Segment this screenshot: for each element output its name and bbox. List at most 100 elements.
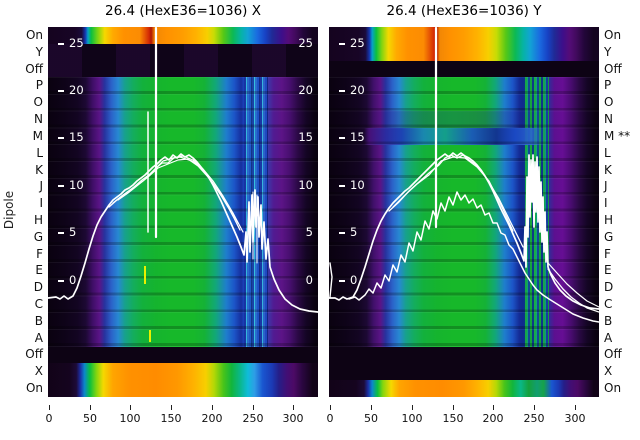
heatmap-hot-pixel (149, 330, 151, 342)
ytick-mark (58, 184, 64, 187)
xtick-mark (330, 405, 331, 410)
heatmap-band-on-bottom (329, 380, 599, 397)
row-label: L (36, 145, 43, 160)
ytick-inner-right: 0 (305, 273, 313, 287)
row-label: G (604, 229, 614, 244)
ytick-inner: 20 (58, 83, 84, 97)
xtick-mark (575, 405, 576, 410)
row-label: A (604, 330, 613, 345)
row-label: E (604, 263, 612, 278)
row-label: B (34, 313, 43, 328)
xtick-mark (171, 405, 172, 410)
heatmap-band-on-top (48, 27, 318, 44)
row-label: J (39, 179, 43, 194)
row-label: I (604, 196, 608, 211)
ytick-inner: 10 (339, 178, 365, 192)
row-label: P (35, 78, 43, 93)
row-label: P (604, 78, 612, 93)
xtick-label: 250 (523, 412, 545, 425)
heatmap-row-banding (48, 77, 318, 347)
heatmap-hot-pixel (144, 266, 146, 284)
row-label: Y (604, 44, 612, 59)
xtick-label: 100 (119, 412, 141, 425)
row-label: G (33, 229, 43, 244)
heatmap-row-n-band (329, 111, 599, 128)
heatmap-band-off-dark (48, 44, 318, 77)
xtick-label: 250 (242, 412, 264, 425)
ytick-inner-right: 5 (305, 225, 313, 239)
panel-y-heatmap: 25 20 15 10 5 0 (329, 27, 599, 397)
xtick-label: 100 (401, 412, 423, 425)
ytick-inner: 0 (58, 273, 76, 287)
xtick-label: 0 (326, 412, 334, 425)
ytick-inner: 0 (339, 273, 357, 287)
heatmap-band-on-y-top (329, 27, 599, 61)
ytick-inner: 25 (339, 36, 365, 50)
dipole-row-labels-left: On Y Off P O N M L K J I H G F E D C B A… (0, 27, 43, 397)
ytick-inner-right: 10 (298, 178, 313, 192)
ytick-inner: 15 (339, 130, 365, 144)
xtick-mark (534, 405, 535, 410)
row-label: J (604, 179, 608, 194)
row-label: Off (604, 61, 622, 76)
ytick-mark (339, 42, 345, 45)
row-label: N (604, 112, 613, 127)
xtick-label: 0 (45, 412, 53, 425)
xtick-mark (253, 405, 254, 410)
ytick-inner-right: 15 (298, 130, 313, 144)
row-label: K (604, 162, 612, 177)
panel-y-title: 26.4 (HexE36=1036) Y (386, 3, 542, 19)
row-label: On (25, 381, 43, 396)
row-label: B (604, 313, 613, 328)
ytick-mark (339, 231, 345, 234)
heatmap-row-banding (329, 77, 599, 347)
xtick-mark (453, 405, 454, 410)
row-label: X (34, 364, 43, 379)
xtick-label: 200 (201, 412, 223, 425)
ytick-mark (58, 231, 64, 234)
row-label: D (604, 280, 614, 295)
xtick-mark (49, 405, 50, 410)
xtick-label: 50 (83, 412, 97, 425)
row-label: H (604, 212, 614, 227)
row-label: Off (604, 347, 622, 362)
ytick-inner: 20 (339, 83, 365, 97)
xtick-mark (90, 405, 91, 410)
row-label: C (34, 297, 43, 311)
row-label: A (34, 330, 43, 345)
row-label: H (33, 212, 43, 227)
ytick-mark (339, 184, 345, 187)
xtick-mark (212, 405, 213, 410)
xtick-label: 300 (282, 412, 304, 425)
heatmap-band-x-on-bottom (48, 363, 318, 397)
row-label: O (604, 95, 614, 110)
row-label: M (32, 128, 43, 143)
xtick-label: 300 (564, 412, 586, 425)
ytick-inner: 10 (58, 178, 84, 192)
row-label: X (604, 364, 613, 379)
ytick-mark (339, 136, 345, 139)
panel-x-title: 26.4 (HexE36=1036) X (104, 3, 261, 19)
xtick-mark (293, 405, 294, 410)
ytick-inner-right: 25 (298, 36, 313, 50)
ytick-mark (58, 42, 64, 45)
row-label: I (39, 196, 43, 211)
row-label: Off (25, 347, 43, 362)
row-label: K (35, 162, 43, 177)
xtick-mark (371, 405, 372, 410)
xtick-label: 150 (442, 412, 464, 425)
xtick-mark (130, 405, 131, 410)
row-label: O (33, 95, 43, 110)
row-label: L (604, 145, 611, 160)
xtick-label: 200 (482, 412, 504, 425)
row-label: N (34, 112, 43, 127)
dipole-row-labels-right: On Y Off P O N M ** L K J I H G F E D C … (604, 27, 640, 397)
panel-x-heatmap: 25 20 15 10 5 0 25 20 15 10 5 0 (48, 27, 318, 397)
row-label: On (604, 381, 622, 396)
heatmap-row-m-anomaly (329, 128, 599, 145)
ytick-inner: 15 (58, 130, 84, 144)
ytick-mark (58, 136, 64, 139)
xtick-mark (493, 405, 494, 410)
ytick-mark (58, 89, 64, 92)
